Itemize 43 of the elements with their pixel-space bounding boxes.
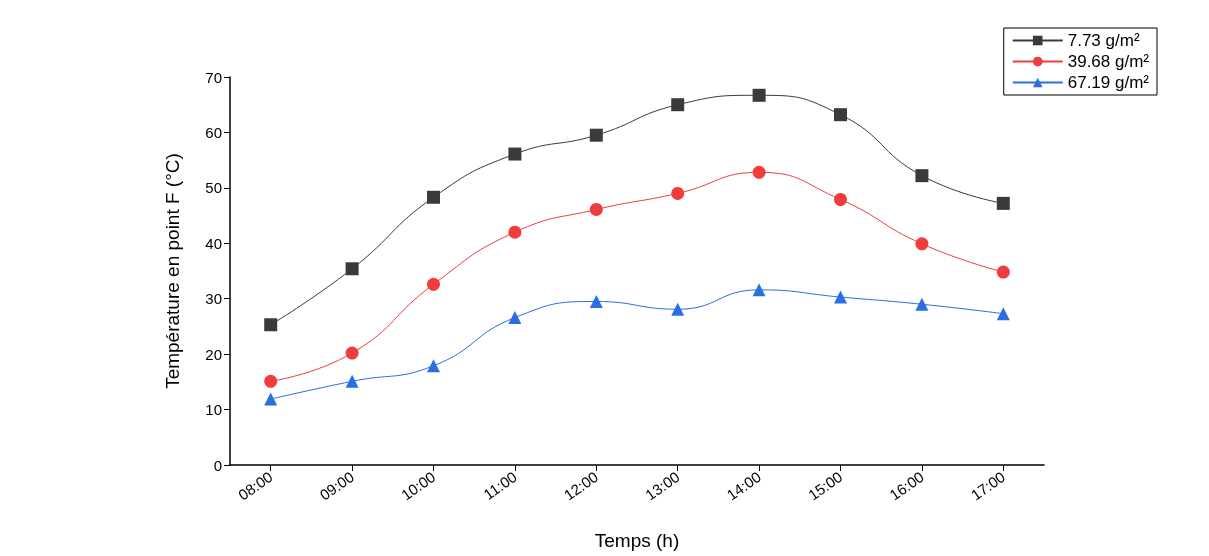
point bbox=[752, 165, 766, 179]
y-tick-label: 10 bbox=[205, 401, 222, 419]
point bbox=[996, 307, 1010, 321]
point bbox=[915, 237, 929, 251]
point bbox=[996, 265, 1010, 279]
y-tick-label: 0 bbox=[213, 456, 222, 474]
point bbox=[264, 374, 278, 388]
y-tick-label: 60 bbox=[205, 123, 222, 141]
point bbox=[834, 290, 847, 304]
point bbox=[345, 346, 359, 360]
point bbox=[345, 262, 359, 276]
point bbox=[834, 193, 847, 206]
point bbox=[508, 225, 522, 239]
legend-label: 7.73 g/m² bbox=[1067, 31, 1140, 50]
legend-label: 39.68 g/m² bbox=[1067, 52, 1150, 71]
point bbox=[671, 98, 685, 112]
point bbox=[264, 318, 278, 332]
point bbox=[996, 196, 1010, 210]
point bbox=[589, 202, 603, 216]
legend-label: 67.19 g/m² bbox=[1067, 73, 1150, 92]
point bbox=[427, 277, 440, 291]
point bbox=[671, 302, 685, 316]
x-axis-title: Temps (h) bbox=[594, 530, 680, 551]
y-tick-label: 30 bbox=[205, 290, 222, 308]
point bbox=[345, 374, 359, 388]
y-tick-label: 50 bbox=[205, 179, 222, 197]
point bbox=[752, 283, 766, 297]
y-tick-label: 70 bbox=[205, 68, 222, 86]
y-tick-label: 20 bbox=[205, 345, 222, 363]
point bbox=[264, 392, 278, 406]
point bbox=[589, 294, 603, 308]
point bbox=[427, 359, 440, 373]
y-axis-title: Température en point F (°C) bbox=[162, 153, 183, 389]
point bbox=[508, 147, 522, 161]
point bbox=[915, 169, 929, 183]
point bbox=[752, 88, 766, 102]
point bbox=[508, 311, 522, 325]
y-tick-label: 40 bbox=[205, 234, 222, 252]
point bbox=[834, 108, 847, 122]
point bbox=[671, 186, 685, 200]
point bbox=[427, 190, 440, 204]
point bbox=[589, 128, 603, 142]
point bbox=[915, 297, 929, 311]
